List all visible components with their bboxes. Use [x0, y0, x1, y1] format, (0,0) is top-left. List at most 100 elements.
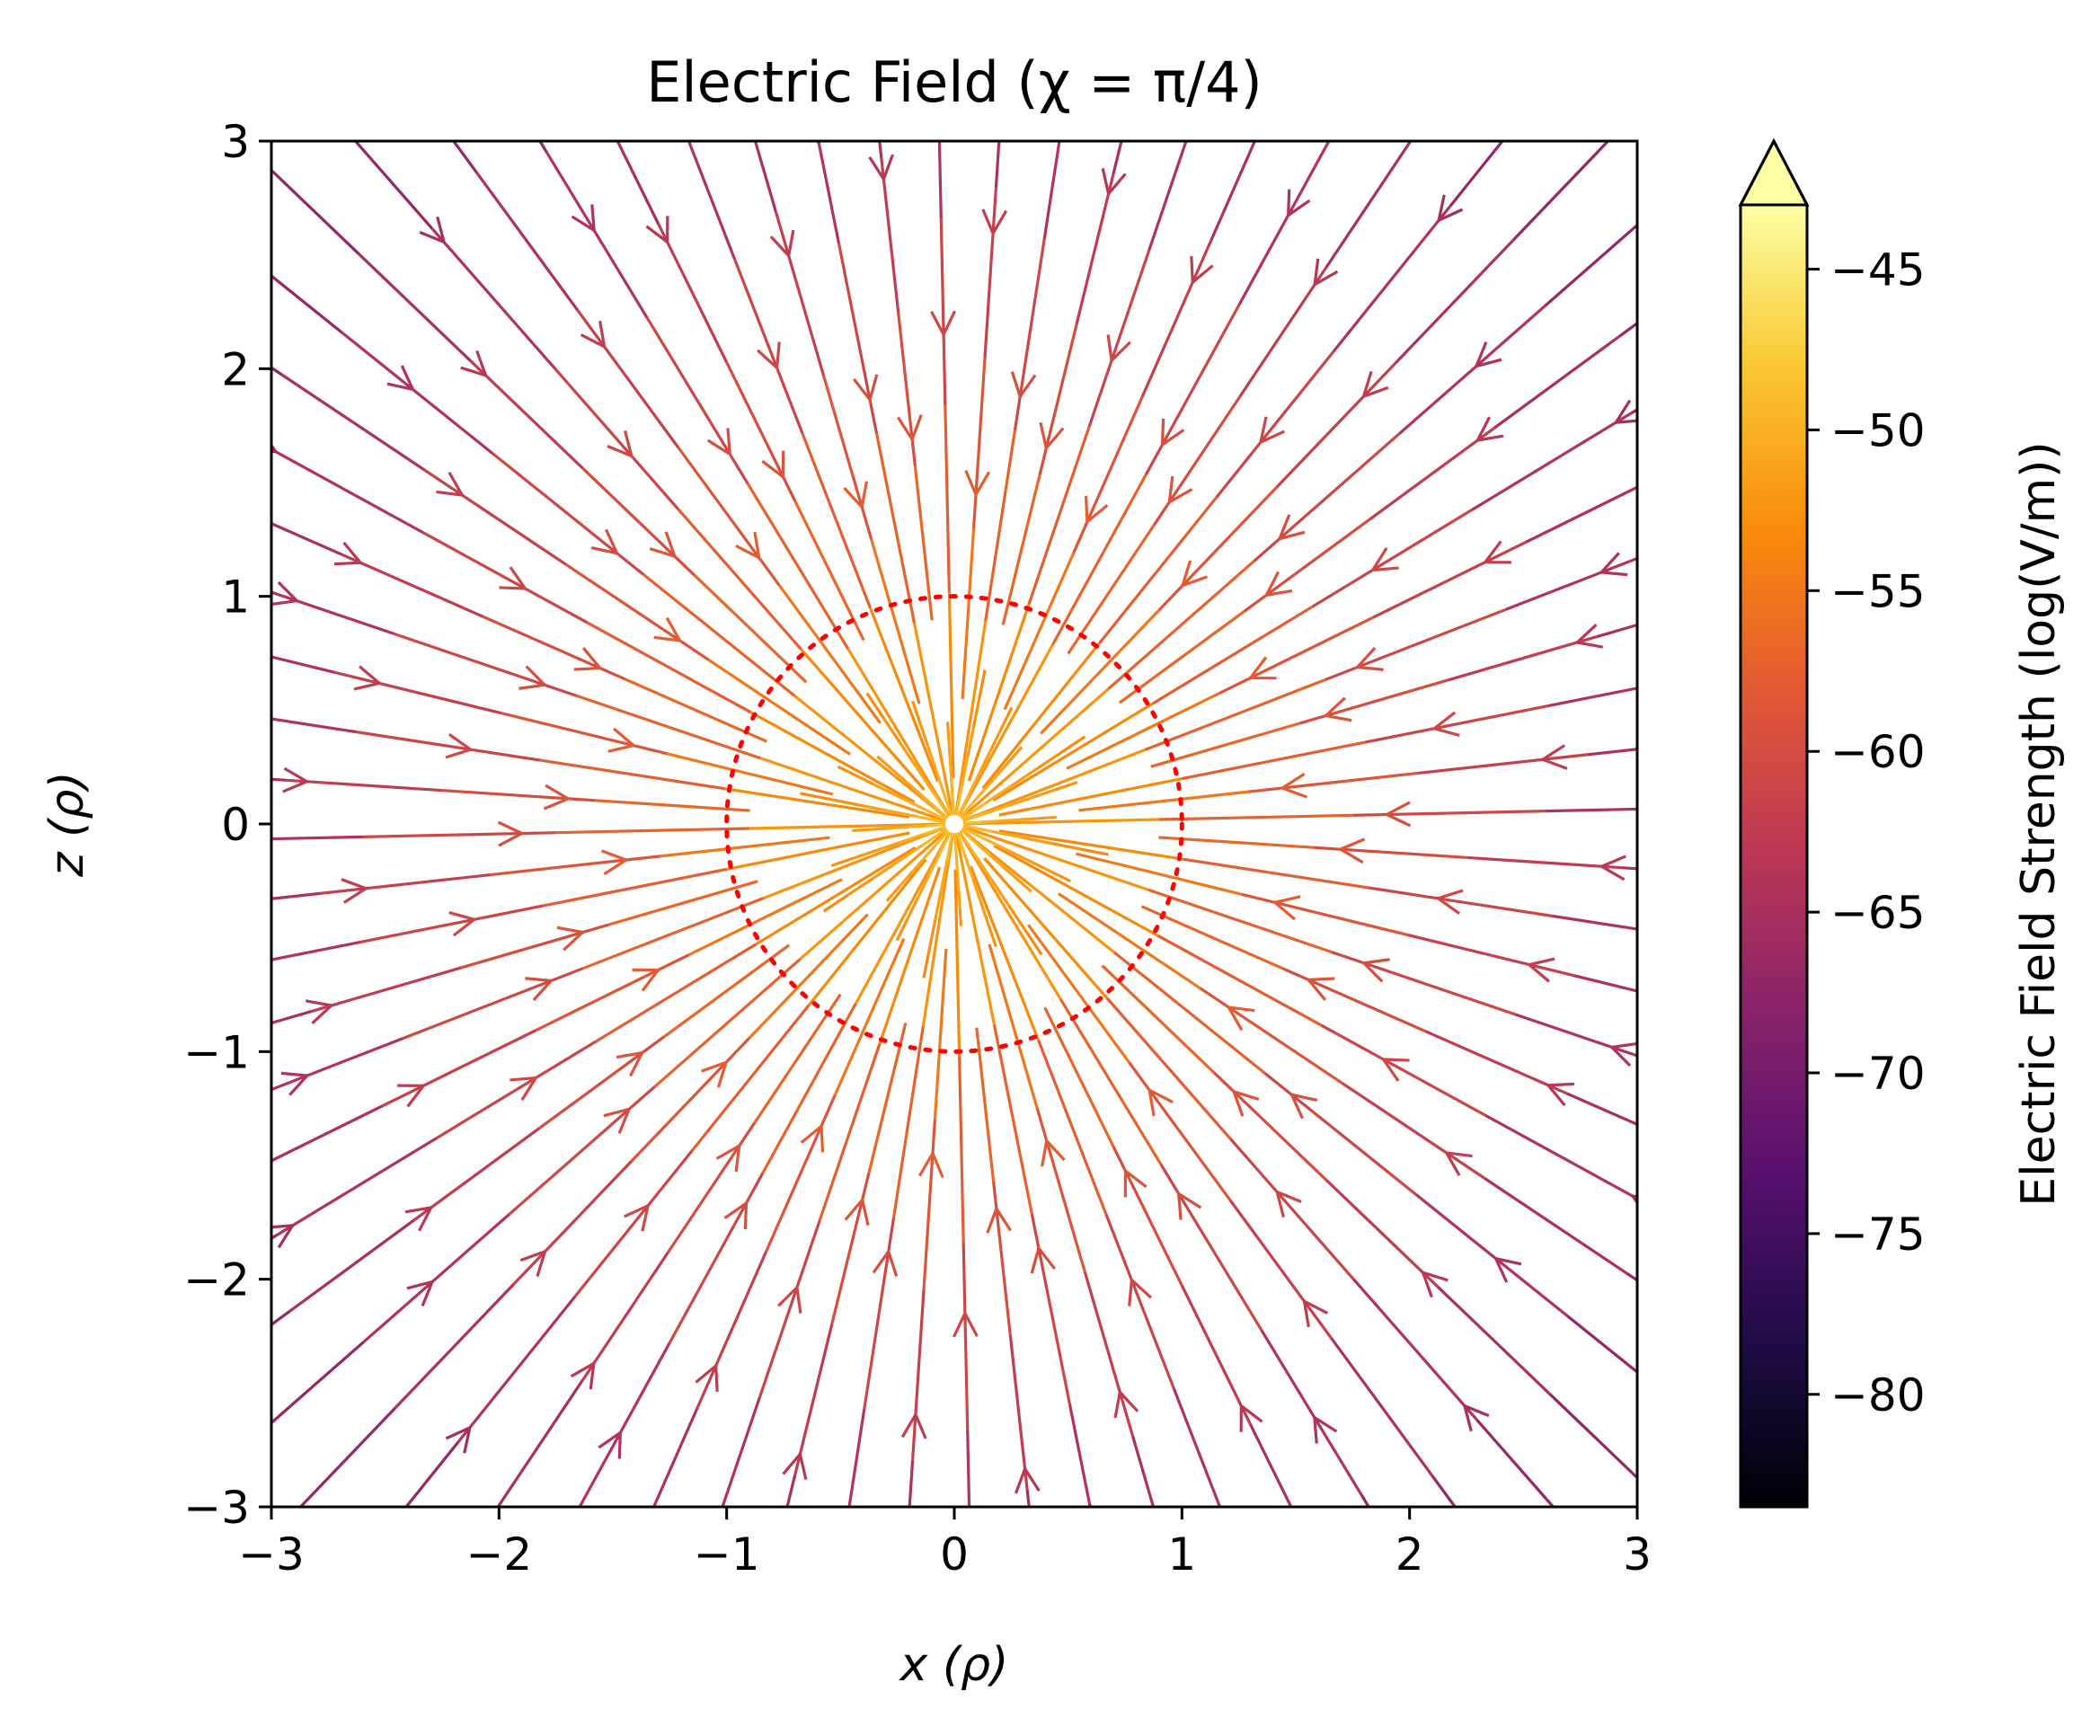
streamline-segment — [565, 563, 710, 661]
streamline-segment — [362, 1213, 510, 1343]
streamline-arrow — [1041, 1138, 1066, 1167]
streamline-segment — [1153, 395, 1242, 527]
streamline-segment — [608, 880, 758, 926]
streamline-segment — [872, 860, 899, 880]
y-tick-label: −1 — [183, 1026, 250, 1078]
streamline-segment — [1043, 1006, 1115, 1147]
streamline-segment — [1229, 1138, 1355, 1280]
streamline-segment — [271, 590, 394, 635]
streamline-segment — [276, 1137, 438, 1236]
streamline-arrow — [1608, 1041, 1637, 1067]
streamline-segment — [885, 886, 900, 902]
streamline-segment — [1280, 0, 1349, 84]
streamline-segment — [483, 615, 626, 681]
streamline-segment — [966, 1429, 971, 1507]
streamline-segment — [1074, 0, 1103, 48]
streamline-segment — [1199, 987, 1343, 1085]
streamline-arrow — [723, 1200, 749, 1230]
streamline-arrow — [706, 428, 732, 457]
streamline-segment — [937, 141, 943, 219]
colorbar-gradient — [1741, 205, 1807, 1507]
streamline-arrow — [735, 531, 761, 561]
streamline-segment — [724, 787, 910, 819]
streamline-segment — [799, 830, 947, 961]
streamline-segment — [1150, 0, 1187, 23]
streamline-segment — [624, 678, 767, 743]
streamline-segment — [1059, 998, 1163, 1165]
streamline-segment — [991, 1181, 1012, 1336]
streamline-segment — [1158, 813, 1353, 821]
streamline-segment — [801, 432, 872, 608]
streamline-arrow — [1383, 801, 1412, 828]
streamline-arrow — [590, 528, 620, 555]
streamline-segment — [353, 141, 433, 230]
streamline-segment — [998, 829, 1184, 861]
streamline-segment — [818, 1043, 882, 1221]
streamline-arrow — [1258, 416, 1286, 446]
streamline-arrow — [404, 1205, 434, 1232]
streamline-segment — [981, 819, 1001, 824]
streamline-segment — [1044, 1643, 1061, 1736]
streamline-segment — [1150, 722, 1300, 768]
streamline-segment — [271, 1104, 384, 1163]
streamline-arrow — [1475, 416, 1504, 443]
streamline-arrow — [543, 784, 572, 810]
streamline-segment — [271, 1037, 403, 1092]
streamline-segment — [663, 943, 791, 1038]
streamline-segment — [640, 1574, 700, 1736]
streamline-segment — [939, 861, 949, 891]
streamline-segment — [889, 825, 908, 830]
streamline-arrow — [953, 1309, 979, 1338]
streamline-segment — [978, 669, 987, 700]
streamline-segment — [1511, 141, 1610, 242]
streamline-segment — [1424, 1030, 1568, 1095]
streamline-segment — [1368, 427, 1495, 521]
streamline-segment — [967, 772, 981, 795]
streamline-segment — [430, 227, 556, 370]
streamline-segment — [271, 273, 343, 334]
streamline-arrow — [1180, 560, 1208, 589]
streamline-segment — [1548, 1393, 1637, 1480]
x-tick-label: 1 — [1167, 1528, 1196, 1581]
streamline-segment — [722, 1625, 758, 1736]
streamline-arrow — [601, 849, 630, 876]
streamline-segment — [805, 1600, 835, 1736]
streamline-segment — [822, 375, 873, 541]
streamline-segment — [1493, 335, 1620, 430]
streamline-segment — [998, 777, 1183, 817]
streamline-segment — [687, 878, 843, 957]
streamline-segment — [965, 818, 1159, 826]
streamline-segment — [1128, 1061, 1232, 1201]
streamline-segment — [863, 1217, 896, 1410]
streamline-segment — [581, 466, 696, 577]
streamline-segment — [954, 621, 988, 813]
streamline-segment — [961, 829, 1115, 953]
streamline-segment — [911, 1289, 926, 1460]
streamline-segment — [908, 1459, 915, 1507]
streamline-segment — [865, 692, 885, 719]
streamline-segment — [934, 769, 945, 793]
streamline-segment — [931, 791, 951, 818]
streamline-segment — [271, 777, 287, 782]
streamline-segment — [1209, 141, 1257, 242]
colorbar-tick-label: −80 — [1830, 1369, 1926, 1422]
streamline-segment — [693, 574, 808, 684]
streamline-segment — [537, 141, 548, 154]
streamline-segment — [880, 158, 900, 314]
streamline-segment — [935, 829, 950, 846]
streamline-arrow — [800, 1122, 825, 1153]
streamline-segment — [1031, 788, 1055, 800]
streamline-segment — [1431, 1475, 1458, 1507]
streamline-segment — [271, 940, 361, 961]
streamline-segment — [521, 0, 589, 85]
streamline-arrow — [282, 766, 311, 793]
streamline-segment — [847, 1408, 866, 1507]
streamline-segment — [899, 833, 924, 845]
streamline-segment — [852, 828, 872, 833]
streamline-segment — [1066, 691, 1221, 770]
x-tick-label: 0 — [940, 1528, 969, 1581]
streamline-segment — [899, 741, 918, 768]
streamline-segment — [765, 1094, 837, 1252]
streamline-segment — [837, 243, 879, 434]
streamline-segment — [927, 919, 937, 950]
